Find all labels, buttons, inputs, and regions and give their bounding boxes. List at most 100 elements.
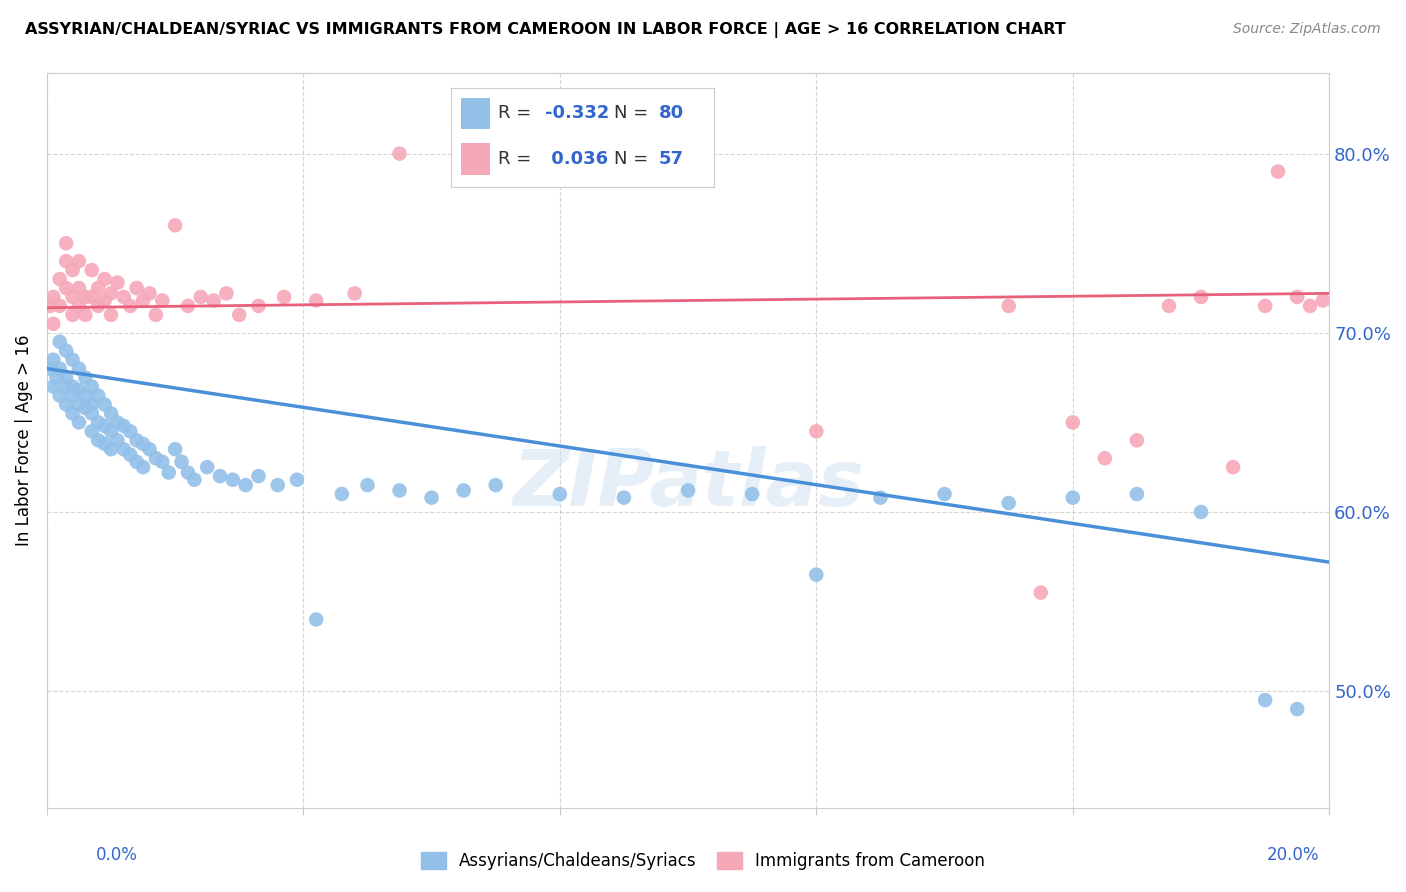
Point — [39, 299, 62, 313]
Point — [1254, 299, 1277, 313]
Point — [48, 388, 70, 402]
Legend: Assyrians/Chaldeans/Syriacs, Immigrants from Cameroon: Assyrians/Chaldeans/Syriacs, Immigrants … — [415, 845, 991, 877]
Text: ZIPatlas: ZIPatlas — [512, 446, 865, 523]
Point — [235, 478, 257, 492]
Point — [208, 469, 231, 483]
Point — [183, 473, 205, 487]
Point — [62, 308, 84, 322]
Point — [150, 455, 173, 469]
Point — [420, 491, 443, 505]
Point — [806, 425, 828, 439]
Point — [247, 469, 270, 483]
Point — [195, 460, 218, 475]
Point — [1062, 491, 1084, 505]
Point — [343, 286, 366, 301]
Point — [1062, 416, 1084, 430]
Point — [42, 290, 65, 304]
Point — [120, 299, 142, 313]
Point — [997, 496, 1019, 510]
Point — [67, 281, 90, 295]
Point — [87, 388, 110, 402]
Point — [93, 293, 115, 308]
Point — [62, 379, 84, 393]
Point — [55, 254, 77, 268]
Point — [93, 397, 115, 411]
Point — [170, 455, 193, 469]
Point — [138, 286, 160, 301]
Point — [107, 434, 129, 448]
Point — [120, 448, 142, 462]
Point — [62, 290, 84, 304]
Point — [934, 487, 956, 501]
Point — [120, 425, 142, 439]
Point — [112, 442, 135, 457]
Point — [42, 352, 65, 367]
Point — [107, 416, 129, 430]
Point — [55, 379, 77, 393]
Point — [125, 434, 148, 448]
Point — [676, 483, 699, 498]
Point — [1126, 434, 1149, 448]
Point — [1299, 299, 1322, 313]
Point — [48, 272, 70, 286]
Point — [177, 466, 200, 480]
Point — [388, 483, 411, 498]
Point — [80, 263, 103, 277]
Point — [100, 286, 122, 301]
Point — [87, 299, 110, 313]
Point — [485, 478, 508, 492]
Point — [150, 293, 173, 308]
Point — [100, 406, 122, 420]
Point — [125, 455, 148, 469]
Point — [87, 281, 110, 295]
Point — [67, 383, 90, 397]
Point — [67, 299, 90, 313]
Point — [177, 299, 200, 313]
Point — [42, 317, 65, 331]
Text: ASSYRIAN/CHALDEAN/SYRIAC VS IMMIGRANTS FROM CAMEROON IN LABOR FORCE | AGE > 16 C: ASSYRIAN/CHALDEAN/SYRIAC VS IMMIGRANTS F… — [25, 22, 1066, 38]
Point — [1189, 505, 1212, 519]
Point — [273, 290, 295, 304]
Point — [75, 370, 97, 384]
Text: 0.0%: 0.0% — [96, 846, 138, 863]
Point — [1312, 293, 1334, 308]
Point — [75, 401, 97, 415]
Point — [806, 567, 828, 582]
Point — [267, 478, 290, 492]
Point — [157, 466, 180, 480]
Point — [80, 425, 103, 439]
Point — [1094, 451, 1116, 466]
Point — [55, 343, 77, 358]
Point — [247, 299, 270, 313]
Text: Source: ZipAtlas.com: Source: ZipAtlas.com — [1233, 22, 1381, 37]
Point — [112, 419, 135, 434]
Point — [228, 308, 250, 322]
Point — [55, 397, 77, 411]
Point — [1126, 487, 1149, 501]
Point — [165, 442, 187, 457]
Point — [62, 352, 84, 367]
Point — [100, 308, 122, 322]
Point — [138, 442, 160, 457]
Point — [100, 425, 122, 439]
Point — [1029, 585, 1052, 599]
Point — [55, 281, 77, 295]
Point — [1254, 693, 1277, 707]
Point — [93, 437, 115, 451]
Point — [80, 290, 103, 304]
Y-axis label: In Labor Force | Age > 16: In Labor Force | Age > 16 — [15, 334, 32, 546]
Point — [305, 612, 328, 626]
Point — [42, 379, 65, 393]
Point — [356, 478, 378, 492]
Point — [67, 397, 90, 411]
Point — [222, 473, 245, 487]
Point — [869, 491, 891, 505]
Point — [112, 290, 135, 304]
Point — [1286, 290, 1309, 304]
Point — [202, 293, 225, 308]
Point — [1157, 299, 1180, 313]
Point — [1222, 460, 1244, 475]
Point — [67, 254, 90, 268]
Point — [132, 437, 155, 451]
Point — [67, 416, 90, 430]
